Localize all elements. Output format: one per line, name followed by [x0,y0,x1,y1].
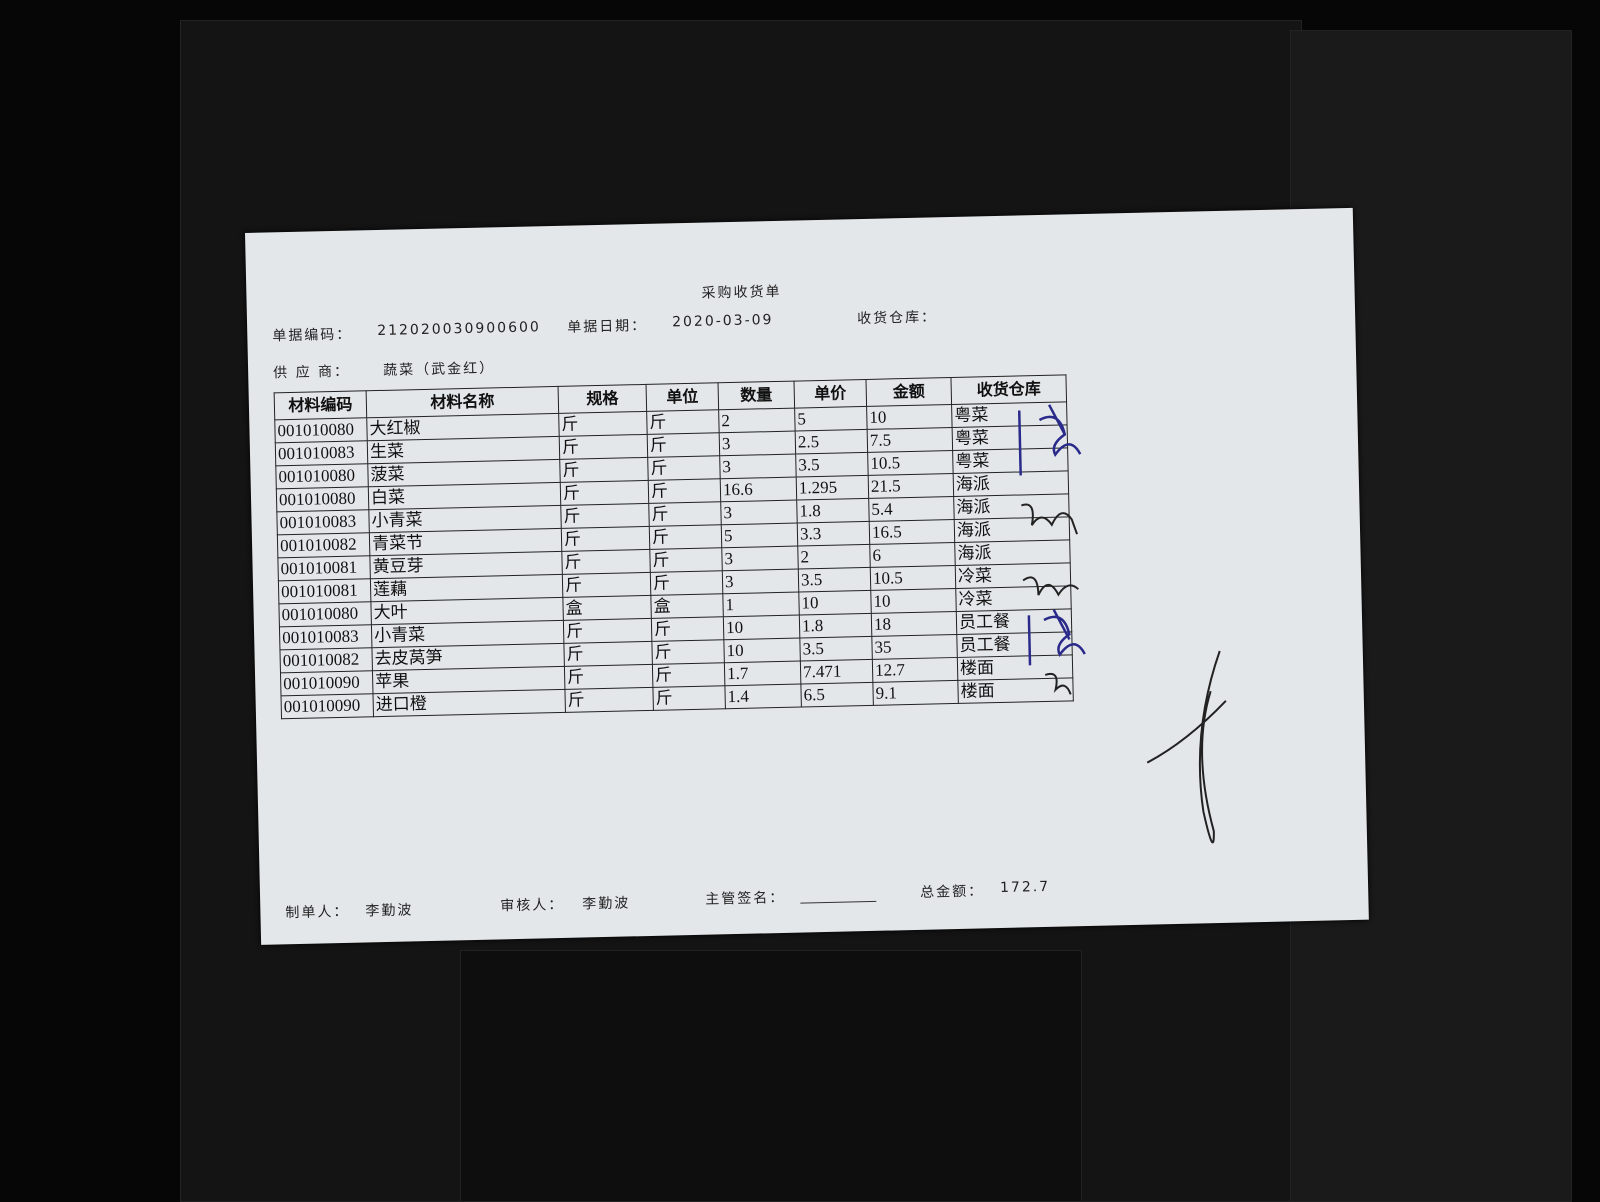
scribble [1021,503,1078,535]
receipt-paper: 采购收货单 单据编码： 212020030900600 单据日期： 2020-0… [245,207,1369,945]
tray-slot [460,950,1082,1202]
blue-signatures [1017,404,1086,666]
handwriting [1017,404,1227,844]
scribble [1022,576,1079,597]
black-signatures [1021,503,1227,844]
scribble [1044,672,1072,695]
scribble [1146,650,1227,844]
scribble [1027,609,1086,666]
scribble [1017,404,1082,476]
